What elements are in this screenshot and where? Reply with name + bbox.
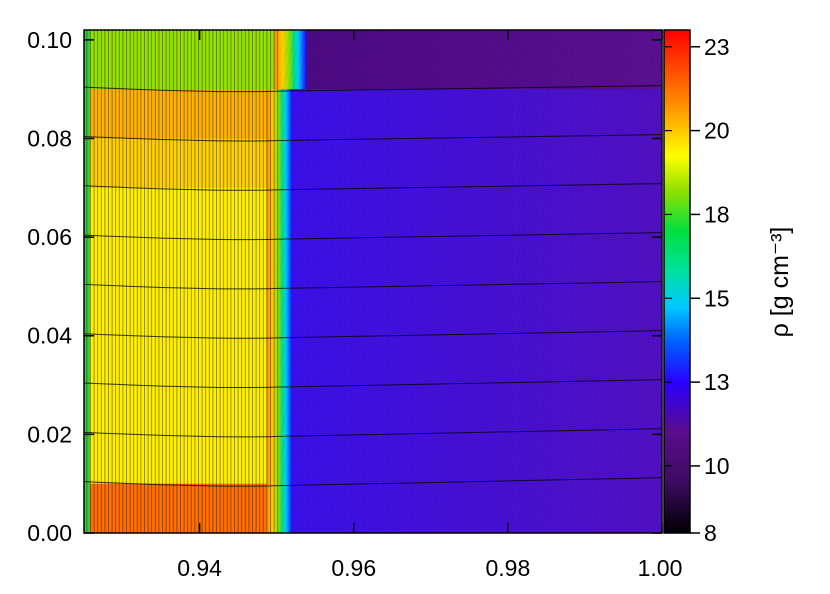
x-axis: 0.94 0.96 0.98 1.00 [177, 30, 682, 581]
colorbar-tick-label: 23 [704, 34, 730, 60]
y-tick-label: 0.00 [27, 520, 72, 546]
colorbar-gradient [663, 29, 691, 534]
colorbar-title: ρ [g cm⁻³] [766, 227, 794, 338]
colorbar: 8 10 13 15 18 20 23 ρ [g cm⁻³] [663, 29, 794, 546]
layer-boundary [84, 477, 662, 487]
layer-boundary [84, 428, 662, 438]
layer-boundary [84, 134, 662, 142]
colorbar-tick-label: 18 [704, 201, 730, 227]
dense-layer-mesh [84, 30, 281, 533]
layer-boundary [84, 330, 662, 339]
plot-frame [83, 29, 663, 534]
layer-boundary [84, 379, 662, 389]
x-tick-label: 1.00 [638, 555, 683, 581]
x-tick-label: 0.96 [331, 555, 376, 581]
colorbar-tick-label: 10 [704, 453, 730, 479]
layer-boundary [84, 85, 662, 93]
y-axis: 0.00 0.02 0.04 0.06 0.08 0.10 [27, 27, 662, 546]
y-tick-label: 0.02 [27, 421, 72, 447]
y-tick-label: 0.06 [27, 224, 72, 250]
colorbar-tick-label: 15 [704, 285, 730, 311]
ambient-mesh [280, 30, 662, 533]
layer-boundary [84, 183, 662, 191]
colorbar-tick-label: 8 [704, 520, 717, 546]
colorbar-tick-label: 20 [704, 118, 730, 144]
y-tick-label: 0.10 [27, 27, 72, 53]
x-tick-label: 0.94 [177, 555, 222, 581]
colorbar-tick-label: 13 [704, 369, 730, 395]
y-tick-label: 0.08 [27, 125, 72, 151]
layer-boundary [84, 232, 662, 241]
x-tick-label: 0.98 [485, 555, 530, 581]
y-tick-label: 0.04 [27, 323, 72, 349]
plot-area [84, 30, 662, 533]
colorbar-ticks: 8 10 13 15 18 20 23 [664, 34, 730, 546]
layer-boundary [84, 281, 662, 290]
